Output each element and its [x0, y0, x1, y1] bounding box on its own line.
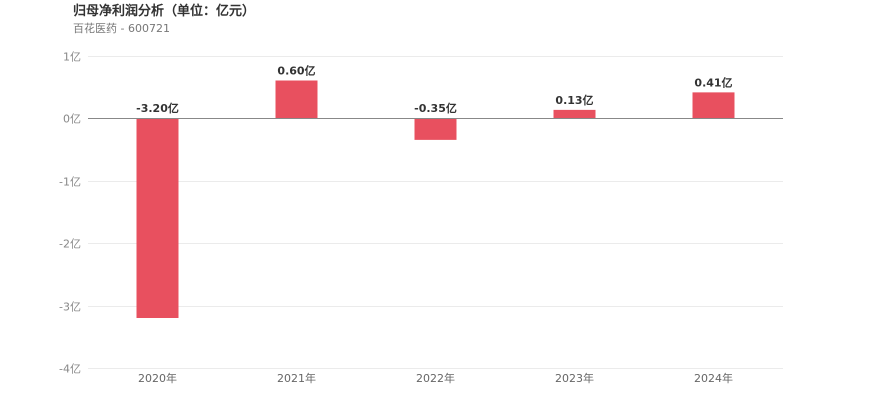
- x-tick-label: 2024年: [694, 371, 733, 385]
- bar: [136, 118, 179, 318]
- y-tick-label: -4亿: [59, 363, 81, 376]
- data-label: 0.60亿: [277, 64, 315, 78]
- data-label: -0.35亿: [414, 101, 457, 115]
- gridlines: [88, 56, 783, 369]
- data-label: -3.20亿: [136, 101, 179, 115]
- y-tick-label: -3亿: [59, 301, 81, 314]
- x-axis: 2020年 2021年 2022年 2023年 2024年: [138, 371, 733, 385]
- data-label: 0.13亿: [555, 93, 593, 107]
- y-tick-label: -2亿: [59, 238, 81, 251]
- x-tick-label: 2023年: [555, 371, 594, 385]
- x-tick-label: 2022年: [416, 371, 455, 385]
- y-axis: 1亿 0亿 -1亿 -2亿 -3亿 -4亿: [59, 51, 81, 376]
- bar: [414, 118, 457, 140]
- data-labels: -3.20亿 0.60亿 -0.35亿 0.13亿 0.41亿: [136, 64, 732, 116]
- chart-title: 归母净利润分析（单位：亿元）: [73, 4, 256, 19]
- x-tick-label: 2021年: [277, 371, 316, 385]
- data-label: 0.41亿: [694, 75, 732, 89]
- y-tick-label: -1亿: [59, 176, 81, 189]
- bar-series: [136, 80, 735, 318]
- y-tick-label: 0亿: [63, 113, 81, 126]
- bar: [275, 80, 318, 118]
- bar: [553, 109, 596, 118]
- x-tick-label: 2020年: [138, 371, 177, 385]
- y-tick-label: 1亿: [63, 51, 81, 64]
- chart-subtitle: 百花医药 - 600721: [73, 22, 170, 35]
- bar: [692, 92, 735, 118]
